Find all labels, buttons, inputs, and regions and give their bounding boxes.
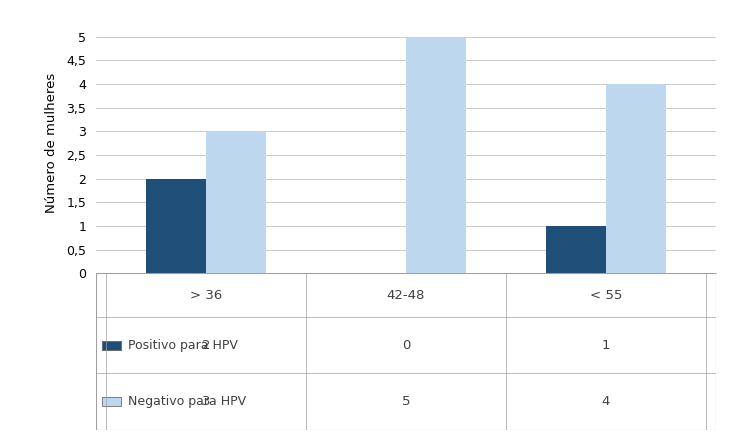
Bar <box>146 179 206 273</box>
Bar <box>206 132 266 273</box>
Text: 2: 2 <box>201 339 210 352</box>
Bar <box>606 84 666 273</box>
Text: > 36: > 36 <box>190 289 222 302</box>
Text: 1: 1 <box>601 339 610 352</box>
Bar <box>406 37 466 273</box>
Text: 42-48: 42-48 <box>387 289 425 302</box>
Text: < 55: < 55 <box>590 289 622 302</box>
Text: 4: 4 <box>601 395 610 408</box>
Text: Negativo para HPV: Negativo para HPV <box>128 395 246 408</box>
Text: Positivo para HPV: Positivo para HPV <box>128 339 238 352</box>
Bar <box>546 226 606 273</box>
Bar <box>102 397 121 406</box>
Bar <box>102 341 121 350</box>
Text: 3: 3 <box>201 395 210 408</box>
Y-axis label: Número de mulheres: Número de mulheres <box>45 73 58 214</box>
Text: 0: 0 <box>401 339 410 352</box>
Text: 5: 5 <box>401 395 410 408</box>
